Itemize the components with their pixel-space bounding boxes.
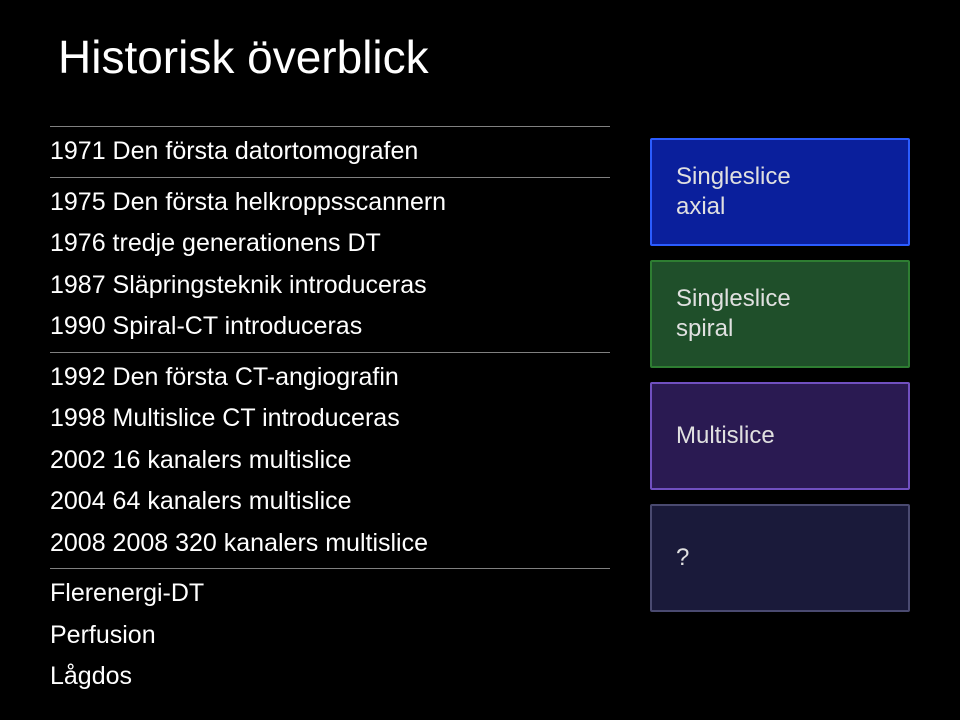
divider — [50, 177, 610, 178]
era-box: Singleslice axial — [650, 138, 910, 246]
era-box: Multislice — [650, 382, 910, 490]
divider — [50, 126, 610, 127]
divider — [50, 568, 610, 569]
timeline-item: 1975 Den första helkroppsscannern — [50, 182, 610, 224]
era-box-label: Multislice — [676, 421, 775, 451]
timeline-item: Flerenergi-DT — [50, 573, 610, 615]
era-boxes: Singleslice axial Singleslice spiral Multi… — [650, 122, 910, 698]
timeline-item: 1998 Multislice CT introduceras — [50, 398, 610, 440]
era-box-label: Singleslice axial — [676, 162, 791, 222]
content-area: 1971 Den första datortomografen 1975 Den … — [50, 122, 910, 698]
timeline-item: Perfusion — [50, 615, 610, 657]
timeline-item: 2004 64 kanalers multislice — [50, 481, 610, 523]
timeline-item: 1992 Den första CT-angiografin — [50, 357, 610, 399]
timeline-item: 1971 Den första datortomografen — [50, 131, 610, 173]
timeline-list: 1971 Den första datortomografen 1975 Den … — [50, 122, 610, 698]
timeline-item: 2002 16 kanalers multislice — [50, 440, 610, 482]
divider — [50, 352, 610, 353]
timeline-item: 1990 Spiral-CT introduceras — [50, 306, 610, 348]
era-box: Singleslice spiral — [650, 260, 910, 368]
era-box-label: ? — [676, 543, 689, 573]
timeline-item: 1976 tredje generationens DT — [50, 223, 610, 265]
timeline-item: 1987 Släpringsteknik introduceras — [50, 265, 610, 307]
era-box: ? — [650, 504, 910, 612]
slide-title: Historisk överblick — [58, 30, 910, 84]
timeline-item: 2008 2008 320 kanalers multislice — [50, 523, 610, 565]
timeline-item: Lågdos — [50, 656, 610, 698]
era-box-label: Singleslice spiral — [676, 284, 791, 344]
slide: Historisk överblick 1971 Den första dato… — [0, 0, 960, 720]
